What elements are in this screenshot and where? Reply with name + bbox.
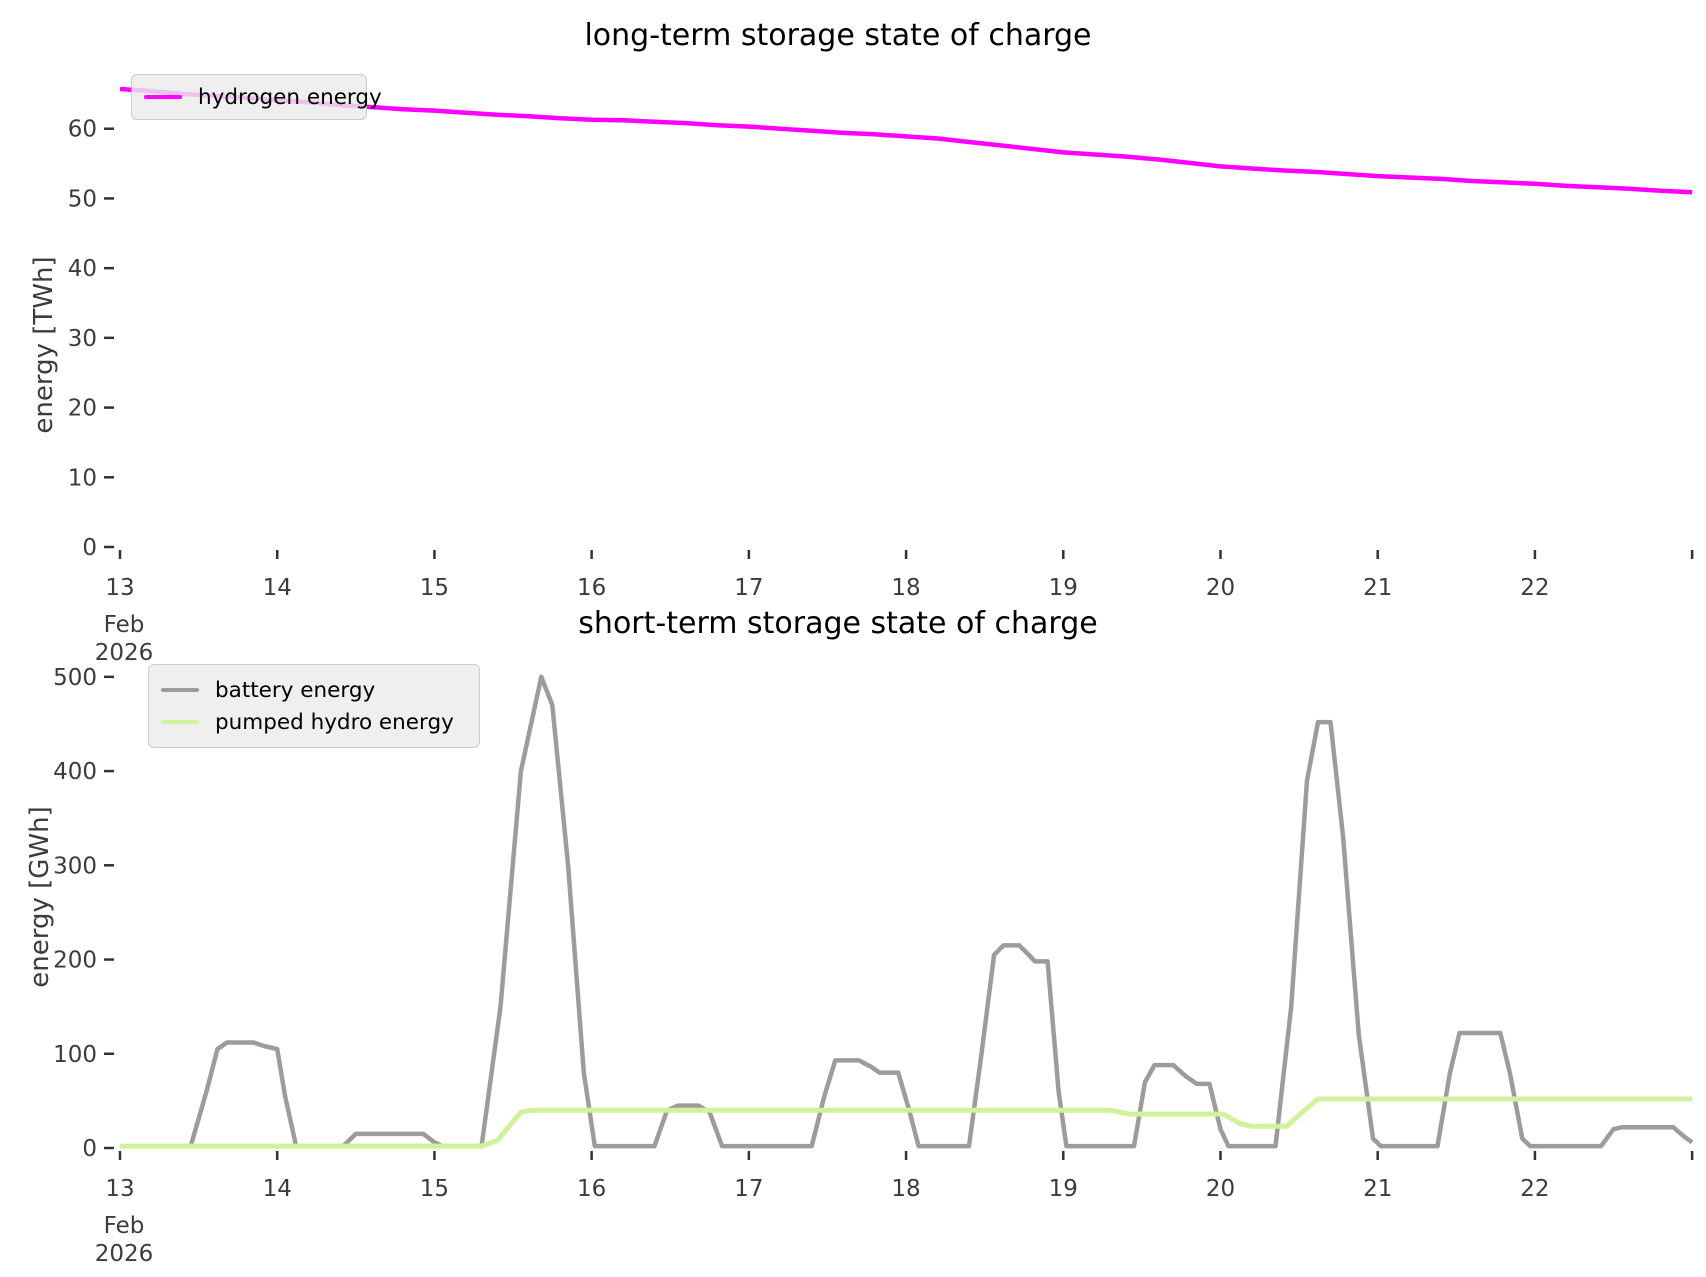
long-term-chart-title: long-term storage state of charge xyxy=(584,18,1092,53)
x-tick-label: 13 xyxy=(105,575,134,601)
series-line-pumped-hydro-energy xyxy=(120,1096,1693,1149)
y-tick-label: 100 xyxy=(53,1042,97,1068)
short-term-chart-title: short-term storage state of charge xyxy=(578,606,1098,641)
y-tick-label: 60 xyxy=(68,117,97,143)
legend-item-hydrogen-energy: hydrogen energy xyxy=(144,85,382,110)
x-axis-date-offset-label: Feb xyxy=(104,1213,145,1239)
x-tick-label: 17 xyxy=(734,1176,763,1202)
x-tick-label: 22 xyxy=(1520,1176,1549,1202)
legend-label-battery: battery energy xyxy=(215,677,376,703)
y-tick-label: 0 xyxy=(82,1136,97,1162)
legend-item-pumped-hydro-energy: pumped hydro energy xyxy=(161,710,467,735)
x-tick-label: 16 xyxy=(577,1176,606,1202)
x-tick-label: 20 xyxy=(1206,575,1235,601)
x-tick-label: 14 xyxy=(263,1176,292,1202)
legend-line-sample-battery xyxy=(161,688,199,692)
y-tick-label: 10 xyxy=(68,465,97,491)
y-tick-label: 200 xyxy=(53,948,97,974)
legend-item-battery-energy: battery energy xyxy=(161,678,467,703)
y-tick-label: 30 xyxy=(68,326,97,352)
y-tick-label: 300 xyxy=(53,853,97,879)
x-tick-label: 22 xyxy=(1520,575,1549,601)
x-tick-label: 15 xyxy=(420,1176,449,1202)
x-axis-date-offset-label: Feb xyxy=(104,612,145,638)
short-term-legend: battery energy pumped hydro energy xyxy=(148,664,480,748)
x-tick-label: 19 xyxy=(1049,1176,1078,1202)
legend-label-hydrogen: hydrogen energy xyxy=(198,84,382,110)
short-term-y-axis-label: energy [GWh] xyxy=(25,806,55,988)
long-term-legend: hydrogen energy xyxy=(131,74,382,120)
x-tick-label: 21 xyxy=(1363,1176,1392,1202)
x-tick-label: 15 xyxy=(420,575,449,601)
series-line-battery-energy xyxy=(120,674,1694,1149)
y-tick-label: 40 xyxy=(68,256,97,282)
y-tick-label: 0 xyxy=(82,535,97,561)
y-tick-label: 500 xyxy=(53,665,97,691)
x-axis-date-offset-label: 2026 xyxy=(95,640,154,666)
x-tick-label: 18 xyxy=(891,1176,920,1202)
x-tick-label: 21 xyxy=(1363,575,1392,601)
x-tick-label: 19 xyxy=(1049,575,1078,601)
legend-line-sample-pumped-hydro xyxy=(161,720,199,724)
x-tick-label: 14 xyxy=(263,575,292,601)
legend-label-pumped-hydro: pumped hydro energy xyxy=(215,709,454,735)
long-term-y-axis-label: energy [TWh] xyxy=(29,256,59,434)
legend-line-sample-hydrogen xyxy=(144,95,182,99)
x-tick-label: 17 xyxy=(734,575,763,601)
y-tick-label: 400 xyxy=(53,759,97,785)
y-tick-label: 20 xyxy=(68,396,97,422)
x-tick-label: 16 xyxy=(577,575,606,601)
x-tick-label: 18 xyxy=(891,575,920,601)
x-axis-date-offset-label: 2026 xyxy=(95,1241,154,1267)
x-tick-label: 20 xyxy=(1206,1176,1235,1202)
x-tick-label: 13 xyxy=(105,1176,134,1202)
series-line-hydrogen-energy xyxy=(119,86,1693,195)
y-tick-label: 50 xyxy=(68,186,97,212)
